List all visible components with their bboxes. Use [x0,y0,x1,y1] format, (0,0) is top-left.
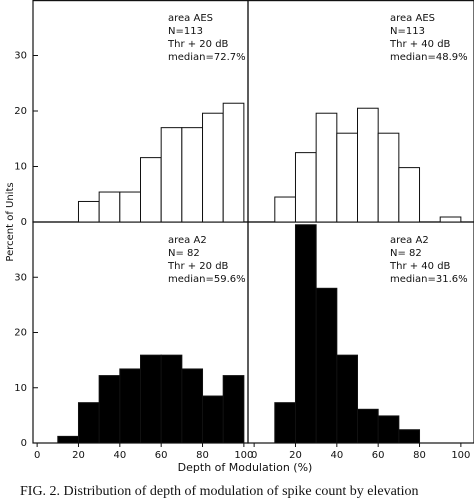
histogram-bar [357,107,379,223]
annotation: N=113 [168,26,203,37]
annotation: median=48.9% [390,52,468,63]
x-tick-label: 40 [113,450,126,461]
x-tick-label: 80 [196,450,209,461]
y-tick-label: 0 [21,438,27,449]
histogram-bar [222,375,245,444]
histogram-bar [439,216,462,223]
histogram-bar [377,415,400,444]
x-tick-label: 40 [330,450,343,461]
annotation: N= 82 [390,248,422,259]
x-tick-label: 100 [451,450,470,461]
histogram-bar [357,408,379,444]
y-tick-label: 30 [14,272,27,283]
histogram-bar [140,354,162,444]
x-tick-label: 0 [251,450,257,461]
histogram-bar [398,167,421,223]
histogram-bar [336,132,359,223]
histogram-bar [57,435,79,444]
histogram-bar [160,354,183,444]
histogram-bar [77,402,100,444]
y-tick-label: 0 [21,217,27,228]
histogram-bar [202,395,224,444]
annotation: median=72.7% [168,52,246,63]
histogram-bar [274,402,296,444]
x-tick-label: 20 [72,450,85,461]
annotation: area A2 [168,235,207,246]
histogram-bar [222,102,245,223]
x-tick-label: 60 [372,450,385,461]
caption: FIG. 2. Distribution of depth of modulat… [20,484,419,499]
annotation: area AES [390,13,435,24]
y-tick-label: 20 [14,328,27,339]
histogram-bar [315,287,338,444]
annotation: Thr + 40 dB [389,39,451,50]
histogram-bar [336,354,359,444]
annotation: Thr + 20 dB [167,261,229,272]
histogram-bar [181,127,204,223]
x-tick-label: 80 [413,450,426,461]
histogram-bar [202,112,224,223]
annotation: N= 82 [168,248,200,259]
annotation: median=59.6% [168,274,246,285]
histogram-bar [119,191,141,223]
annotation: N=113 [390,26,425,37]
histogram-bar [181,368,204,444]
histogram-bar [98,375,121,444]
annotation: area AES [168,13,213,24]
y-tick-label: 20 [14,106,27,117]
annotation: area A2 [390,235,429,246]
histogram-bar [140,157,162,223]
histogram-bar [315,112,338,223]
x-axis-label: Depth of Modulation (%) [178,461,313,474]
histogram-bar [274,196,296,223]
x-tick-label: 100 [234,450,253,461]
y-tick-label: 10 [14,162,27,173]
histogram-bar [98,191,121,223]
y-tick-label: 30 [14,51,27,62]
histogram-bar [160,127,183,223]
x-tick-label: 0 [34,450,40,461]
y-axis-label: Percent of Units [5,182,16,261]
x-tick-label: 60 [155,450,168,461]
histogram-bar [294,152,317,223]
annotation: median=31.6% [390,274,468,285]
histogram-bar [398,429,421,444]
annotation: Thr + 40 dB [389,261,451,272]
annotation: Thr + 20 dB [167,39,229,50]
x-tick-label: 20 [289,450,302,461]
histogram-bar [77,200,100,223]
histogram-bar [119,368,141,444]
histogram-bar [294,224,317,444]
histogram-bar [377,132,400,223]
y-tick-label: 10 [14,383,27,394]
